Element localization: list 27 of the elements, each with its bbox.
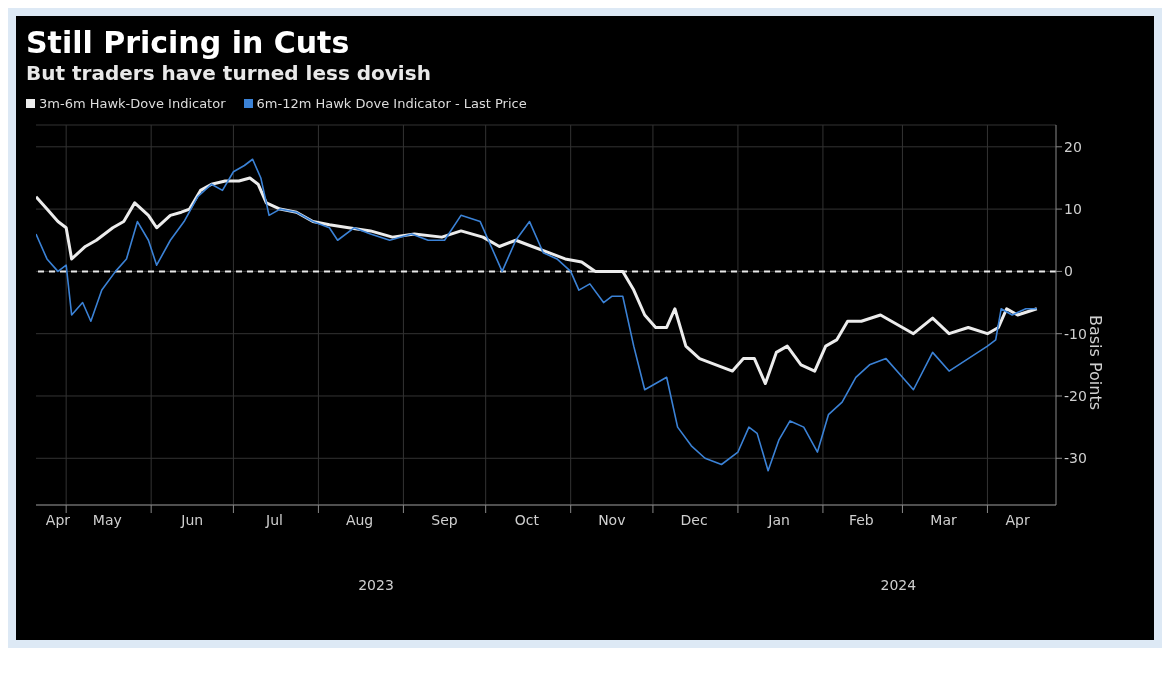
- x-tick-label: Apr: [1005, 512, 1030, 528]
- y-tick-label: 10: [1064, 201, 1082, 218]
- y-tick-label: -10: [1064, 325, 1087, 342]
- text: 2023: [357, 577, 395, 593]
- x-tick-label: Jun: [180, 512, 204, 528]
- text: 2024: [879, 577, 918, 593]
- x-tick-label: Jul: [265, 512, 283, 528]
- x-tick-label: Jan: [767, 512, 790, 528]
- line-series: [36, 158, 1038, 472]
- x-tick-label: Aug: [345, 512, 374, 528]
- x-tick-label: Nov: [598, 512, 626, 528]
- y-tick-label: 20: [1064, 138, 1082, 155]
- x-tick-label: Oct: [514, 512, 540, 528]
- x-tick-label: Mar: [930, 512, 958, 528]
- y-axis-title: Basis Points: [1086, 315, 1106, 411]
- chart-subtitle: But traders have turned less dovish: [26, 60, 432, 86]
- legend-label: 3m-6m Hawk-Dove Indicator: [38, 96, 226, 111]
- x-tick-label: May: [92, 512, 122, 528]
- x-tick-label: Apr: [45, 512, 71, 528]
- x-tick-label: Sep: [431, 512, 458, 528]
- y-tick-label: -30: [1064, 450, 1087, 467]
- y-tick-label: -20: [1064, 387, 1087, 404]
- chart-title: Still Pricing in Cuts: [26, 25, 351, 60]
- y-tick-label: 0: [1064, 263, 1073, 280]
- x-tick-label: Feb: [848, 512, 874, 528]
- legend-label: 6m-12m Hawk Dove Indicator - Last Price: [255, 96, 527, 111]
- x-tick-label: Dec: [680, 512, 708, 528]
